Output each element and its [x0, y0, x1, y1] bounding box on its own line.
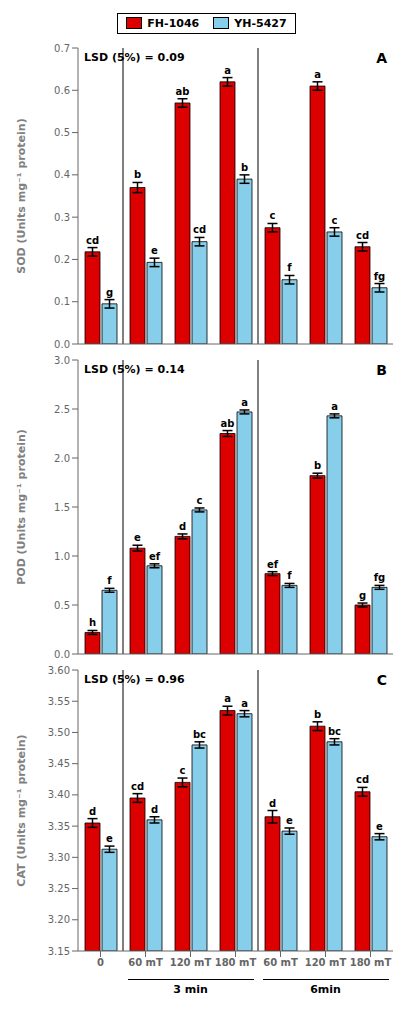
- svg-text:cd: cd: [131, 781, 144, 792]
- svg-text:cd: cd: [86, 235, 99, 246]
- svg-text:ef: ef: [267, 559, 279, 570]
- svg-text:d: d: [179, 521, 186, 532]
- svg-text:120 mT: 120 mT: [305, 957, 347, 968]
- svg-text:e: e: [134, 532, 141, 543]
- svg-text:3.35: 3.35: [48, 821, 70, 832]
- svg-text:2.5: 2.5: [54, 404, 70, 415]
- svg-text:0.1: 0.1: [54, 296, 70, 307]
- svg-text:g: g: [106, 287, 113, 298]
- svg-text:3.60: 3.60: [48, 665, 70, 676]
- svg-text:d: d: [89, 806, 96, 817]
- html-text:A: A: [376, 50, 387, 66]
- html-text:3 min: 3 min: [173, 983, 208, 996]
- html-text:LSD (5%) = 0.96: LSD (5%) = 0.96: [84, 673, 185, 686]
- svg-text:f: f: [287, 262, 292, 273]
- svg-text:e: e: [286, 815, 293, 826]
- svg-text:60 mT: 60 mT: [128, 957, 163, 968]
- svg-text:bc: bc: [328, 726, 341, 737]
- svg-text:e: e: [106, 833, 113, 844]
- html-text:YH-5427: YH-5427: [234, 16, 287, 30]
- html-text:LSD (5%) = 0.09: LSD (5%) = 0.09: [84, 51, 185, 64]
- svg-text:0.0: 0.0: [54, 339, 70, 350]
- html-text:LSD (5%) = 0.14: LSD (5%) = 0.14: [84, 363, 185, 376]
- svg-text:d: d: [151, 804, 158, 815]
- svg-text:3.45: 3.45: [48, 758, 70, 769]
- svg-text:a: a: [314, 69, 321, 80]
- html-text:6min: 6min: [310, 983, 341, 996]
- svg-text:cd: cd: [193, 224, 206, 235]
- svg-text:g: g: [359, 590, 366, 601]
- svg-text:3.30: 3.30: [48, 852, 70, 863]
- svg-text:0.6: 0.6: [54, 85, 70, 96]
- svg-text:1.0: 1.0: [54, 551, 70, 562]
- svg-text:c: c: [197, 495, 203, 506]
- svg-text:0.7: 0.7: [54, 43, 70, 54]
- svg-text:cd: cd: [356, 774, 369, 785]
- html-text:C: C: [376, 672, 387, 688]
- svg-text:b: b: [241, 162, 248, 173]
- svg-text:3.50: 3.50: [48, 727, 70, 738]
- svg-text:fg: fg: [374, 271, 386, 282]
- svg-text:CAT (Units mg⁻¹ protein): CAT (Units mg⁻¹ protein): [15, 734, 28, 886]
- svg-text:a: a: [241, 698, 248, 709]
- svg-text:f: f: [287, 570, 292, 581]
- svg-text:0.3: 0.3: [54, 212, 70, 223]
- svg-text:180 mT: 180 mT: [215, 957, 257, 968]
- svg-text:3.0: 3.0: [54, 355, 70, 366]
- svg-text:f: f: [107, 575, 112, 586]
- svg-text:c: c: [180, 765, 186, 776]
- svg-text:ef: ef: [149, 551, 161, 562]
- svg-text:b: b: [314, 709, 321, 720]
- svg-text:a: a: [331, 401, 338, 412]
- svg-text:3.20: 3.20: [48, 914, 70, 925]
- svg-text:SOD (Units mg⁻¹ protein): SOD (Units mg⁻¹ protein): [15, 118, 28, 273]
- svg-text:cd: cd: [356, 230, 369, 241]
- svg-text:d: d: [269, 798, 276, 809]
- svg-text:0.5: 0.5: [54, 127, 70, 138]
- html-text:FH-1046: FH-1046: [147, 16, 200, 30]
- svg-text:h: h: [89, 617, 96, 628]
- svg-text:a: a: [224, 693, 231, 704]
- svg-text:0.5: 0.5: [54, 600, 70, 611]
- svg-text:3.15: 3.15: [48, 946, 70, 957]
- svg-text:ab: ab: [176, 86, 190, 97]
- svg-text:2.0: 2.0: [54, 453, 70, 464]
- html-text:B: B: [376, 362, 387, 378]
- svg-text:b: b: [134, 169, 141, 180]
- svg-text:ab: ab: [221, 418, 235, 429]
- svg-text:60 mT: 60 mT: [263, 957, 298, 968]
- svg-text:3.55: 3.55: [48, 696, 70, 707]
- svg-text:1.5: 1.5: [54, 502, 70, 513]
- svg-text:0.0: 0.0: [54, 649, 70, 660]
- svg-text:3.25: 3.25: [48, 883, 70, 894]
- svg-text:e: e: [151, 245, 158, 256]
- svg-text:bc: bc: [193, 729, 206, 740]
- svg-text:a: a: [241, 397, 248, 408]
- svg-text:b: b: [314, 460, 321, 471]
- svg-text:120 mT: 120 mT: [170, 957, 212, 968]
- svg-text:180 mT: 180 mT: [350, 957, 392, 968]
- svg-text:0.2: 0.2: [54, 254, 70, 265]
- svg-text:e: e: [376, 821, 383, 832]
- svg-text:0: 0: [97, 957, 104, 968]
- svg-text:c: c: [270, 210, 276, 221]
- svg-text:a: a: [224, 65, 231, 76]
- svg-text:c: c: [332, 215, 338, 226]
- svg-text:0.4: 0.4: [54, 169, 70, 180]
- svg-text:3.40: 3.40: [48, 789, 70, 800]
- svg-text:POD (Units mg⁻¹ protein): POD (Units mg⁻¹ protein): [15, 429, 28, 585]
- svg-text:fg: fg: [374, 572, 386, 583]
